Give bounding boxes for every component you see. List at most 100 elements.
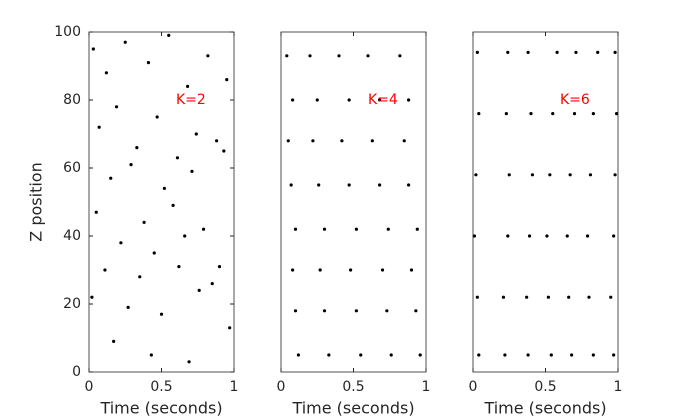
point <box>591 353 595 357</box>
point <box>354 227 358 231</box>
point <box>162 186 166 190</box>
point <box>526 353 530 357</box>
annotation: K=4 <box>368 92 398 108</box>
x-tick-label: 0 <box>469 379 478 395</box>
point <box>228 326 232 330</box>
point <box>354 309 358 313</box>
point <box>359 353 363 357</box>
plot-frame <box>88 31 235 373</box>
point <box>546 295 551 299</box>
x-tick-label: 1 <box>230 379 239 395</box>
point <box>190 169 194 173</box>
point <box>90 295 94 299</box>
point <box>167 33 171 38</box>
point <box>217 265 222 269</box>
point <box>526 50 530 55</box>
point <box>407 183 411 187</box>
point <box>347 98 351 102</box>
point <box>149 353 153 357</box>
x-tick-label: 1 <box>422 379 431 395</box>
point <box>112 339 116 343</box>
point <box>385 309 389 313</box>
point <box>322 227 327 231</box>
point <box>614 112 619 116</box>
point <box>126 305 130 309</box>
point <box>155 115 159 119</box>
point <box>104 71 108 75</box>
point <box>506 50 510 55</box>
point <box>187 360 191 364</box>
point <box>409 268 414 272</box>
point <box>609 295 613 299</box>
point <box>370 139 374 143</box>
point <box>291 98 295 102</box>
point <box>171 203 175 207</box>
point <box>129 163 133 167</box>
point <box>296 353 300 357</box>
point <box>152 251 156 255</box>
y-axis-label: Z position <box>27 162 46 241</box>
x-axis-label: Time (seconds) <box>291 399 414 418</box>
point <box>414 309 418 313</box>
point <box>222 149 226 153</box>
point <box>591 112 595 116</box>
point <box>477 353 481 357</box>
point <box>340 139 344 143</box>
point <box>389 353 393 357</box>
y-tick-label: 100 <box>54 24 81 40</box>
point <box>138 275 142 279</box>
point <box>210 282 214 286</box>
point <box>507 173 511 177</box>
point <box>386 227 390 231</box>
plot-frame <box>472 31 619 373</box>
point <box>418 353 422 357</box>
point <box>123 40 127 44</box>
annotation: K=6 <box>560 92 590 108</box>
point <box>175 156 180 160</box>
point <box>91 47 95 51</box>
point <box>527 234 532 238</box>
point <box>475 295 479 299</box>
point <box>194 132 198 136</box>
point <box>477 112 481 116</box>
point <box>549 353 553 357</box>
point <box>613 173 617 177</box>
point <box>337 54 341 58</box>
x-tick-label: 0.5 <box>150 379 172 395</box>
point <box>555 50 559 55</box>
point <box>291 268 295 272</box>
point <box>308 54 312 58</box>
point <box>548 173 552 177</box>
point <box>570 353 574 357</box>
point <box>475 50 479 55</box>
point <box>293 227 298 231</box>
point <box>545 234 549 238</box>
point <box>474 173 478 177</box>
point <box>504 112 508 116</box>
point <box>349 268 353 272</box>
point <box>525 295 529 299</box>
x-tick-label: 0 <box>277 379 286 395</box>
point <box>472 234 477 238</box>
x-axis-label: Time (seconds) <box>483 399 606 418</box>
annotation: K=2 <box>176 92 206 108</box>
point <box>565 234 569 238</box>
point <box>317 183 321 187</box>
point <box>177 265 181 269</box>
point <box>183 234 187 238</box>
point <box>109 176 113 180</box>
point <box>613 50 617 55</box>
point <box>568 173 572 177</box>
point <box>612 353 616 357</box>
point <box>97 125 101 129</box>
point <box>293 309 298 313</box>
point <box>186 84 190 88</box>
point <box>378 183 382 187</box>
point <box>587 295 591 299</box>
x-tick-label: 0.5 <box>534 379 556 395</box>
point <box>530 173 535 177</box>
point <box>572 112 577 116</box>
point <box>119 241 123 245</box>
y-tick-label: 60 <box>63 160 81 176</box>
